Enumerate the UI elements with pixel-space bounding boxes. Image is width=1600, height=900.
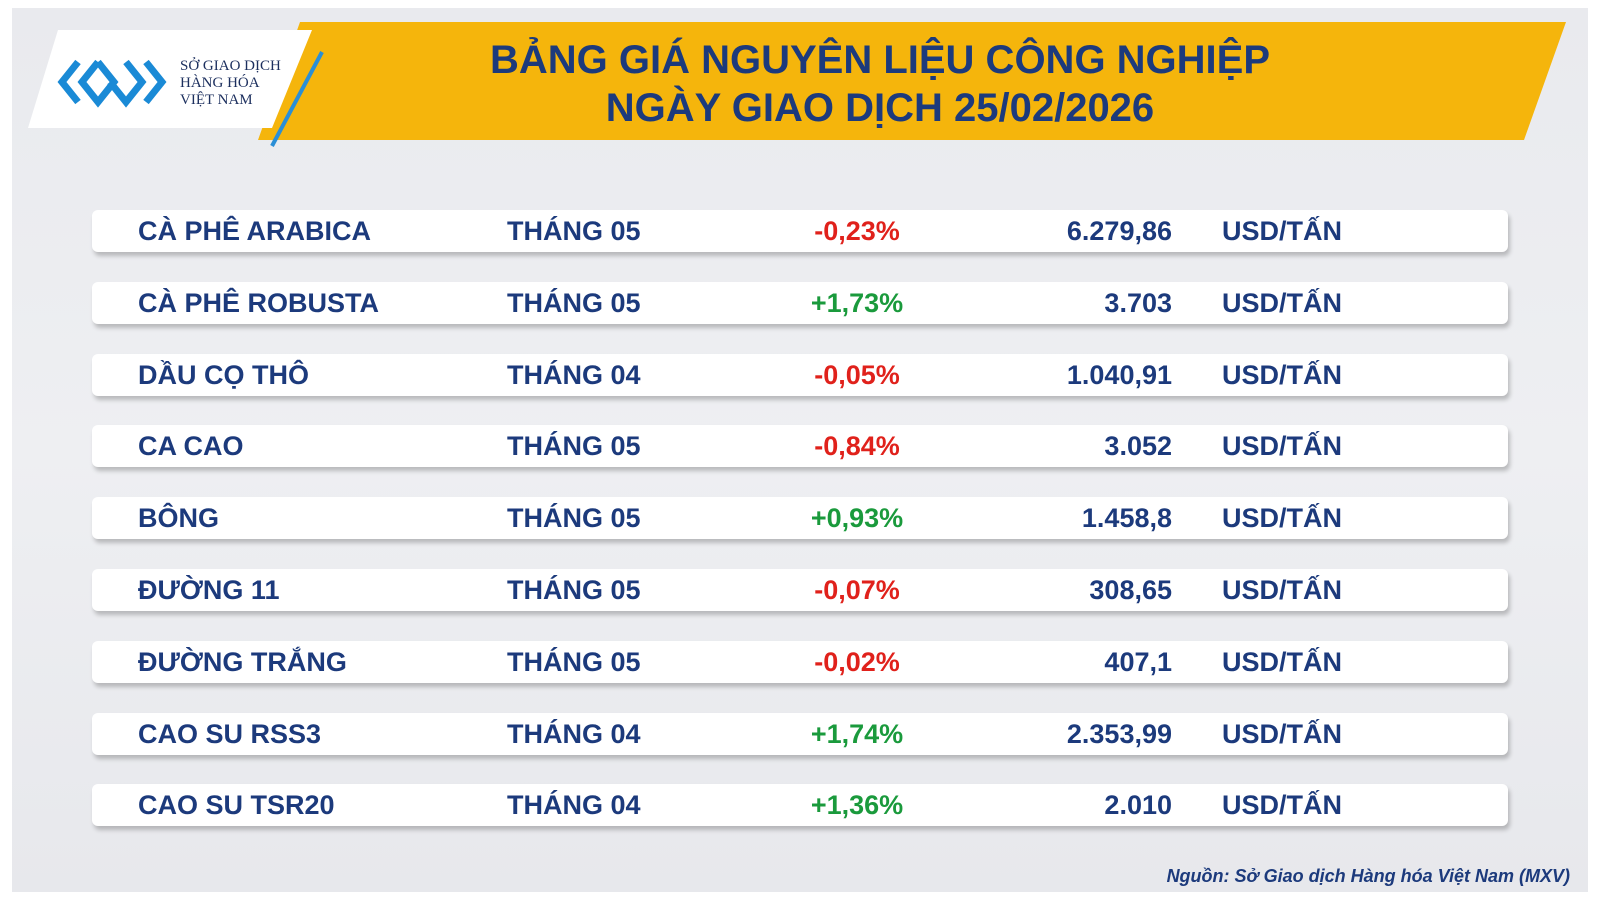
price: 308,65 (1089, 575, 1172, 605)
unit: USD/TẤN (1222, 431, 1342, 462)
title: BẢNG GIÁ NGUYÊN LIỆU CÔNG NGHIỆP (489, 38, 1271, 82)
unit: USD/TẤN (1222, 287, 1342, 318)
contract-month: THÁNG 05 (507, 575, 641, 605)
commodity: BÔNG (138, 503, 219, 534)
table-row: ĐƯỜNG TRẮNG THÁNG 05 -0,02% 407,1 USD/TẤN (92, 640, 1508, 683)
table-row: CÀ PHÊ ARABICA THÁNG 05 -0,23% 6.279,86 USD/… (92, 210, 1508, 252)
logo-text: VIỆT NAM (180, 92, 253, 108)
table-row: ĐƯỜNG 11 THÁNG 05 -0,07% 308,65 USD/TẤN (92, 569, 1508, 611)
price: 2.353,99 (1066, 718, 1172, 749)
unit: USD/TẤN (1222, 790, 1342, 821)
commodity: CÀ PHÊ ROBUSTA (138, 287, 380, 318)
unit: USD/TẤN (1222, 575, 1342, 605)
change: +1,36% (810, 790, 904, 821)
subtitle: NGÀY GIAO DỊCH 25/02/2026 (605, 86, 1155, 130)
logo-text: SỞ GIAO DỊCH (180, 58, 281, 74)
contract-month: THÁNG 05 (507, 503, 641, 534)
price: 1.040,91 (1066, 359, 1172, 390)
source: Nguồn: Sở Giao dịch Hàng hóa Việt Nam (M… (1166, 866, 1570, 886)
table-row: CA CAO THÁNG 05 -0,84% 3.052 USD/TẤN (92, 425, 1508, 468)
logo-icon (57, 59, 167, 108)
header-graphics (28, 22, 1566, 147)
table-row: CÀ PHÊ ROBUSTA THÁNG 05 +1,73% 3.703 USD/TẤN (92, 281, 1508, 324)
unit: USD/TẤN (1222, 718, 1342, 749)
logo-text: HÀNG HÓA (180, 75, 260, 91)
commodity: CAO SU RSS3 (138, 718, 322, 749)
contract-month: THÁNG 05 (507, 431, 641, 462)
table-row: CAO SU TSR20 THÁNG 04 +1,36% 2.010 USD/TẤN (92, 784, 1508, 827)
price: 6.279,86 (1066, 216, 1172, 246)
table-row: DẦU CỌ THÔ THÁNG 04 -0,05% 1.040,91 USD/TẤN (92, 353, 1508, 396)
change: -0,05% (814, 359, 900, 390)
unit: USD/TẤN (1222, 646, 1342, 677)
contract-month: THÁNG 05 (507, 646, 641, 677)
price: 2.010 (1104, 790, 1172, 821)
change: +1,74% (810, 718, 904, 749)
logo-panel (28, 30, 312, 128)
table-row: BÔNG THÁNG 05 +0,93% 1.458,8 USD/TẤN (92, 497, 1508, 540)
commodity: CA CAO (138, 431, 244, 462)
unit: USD/TẤN (1222, 503, 1342, 534)
change: +1,73% (810, 287, 904, 318)
commodity: CÀ PHÊ ARABICA (138, 216, 372, 246)
contract-month: THÁNG 04 (507, 790, 641, 821)
header-band (258, 22, 1566, 140)
contract-month: THÁNG 05 (507, 287, 641, 318)
contract-month: THÁNG 04 (507, 718, 641, 749)
change: -0,84% (814, 431, 900, 462)
change: +0,93% (810, 503, 904, 534)
price: 3.052 (1104, 431, 1172, 462)
table-row: CAO SU RSS3 THÁNG 04 +1,74% 2.353,99 USD/TẤN (92, 712, 1508, 755)
commodity: DẦU CỌ THÔ (138, 359, 309, 390)
contract-month: THÁNG 04 (507, 359, 641, 390)
change: -0,02% (814, 646, 900, 677)
change: -0,23% (814, 216, 900, 246)
accent-line (270, 51, 324, 147)
price: 3.703 (1104, 287, 1172, 318)
price: 1.458,8 (1081, 503, 1172, 534)
unit: USD/TẤN (1222, 359, 1342, 390)
commodity: ĐƯỜNG TRẮNG (138, 646, 347, 677)
commodity: CAO SU TSR20 (138, 790, 335, 821)
contract-month: THÁNG 05 (507, 216, 641, 246)
commodity: ĐƯỜNG 11 (138, 575, 280, 605)
change: -0,07% (814, 575, 900, 605)
price: 407,1 (1104, 646, 1172, 677)
unit: USD/TẤN (1222, 216, 1342, 246)
